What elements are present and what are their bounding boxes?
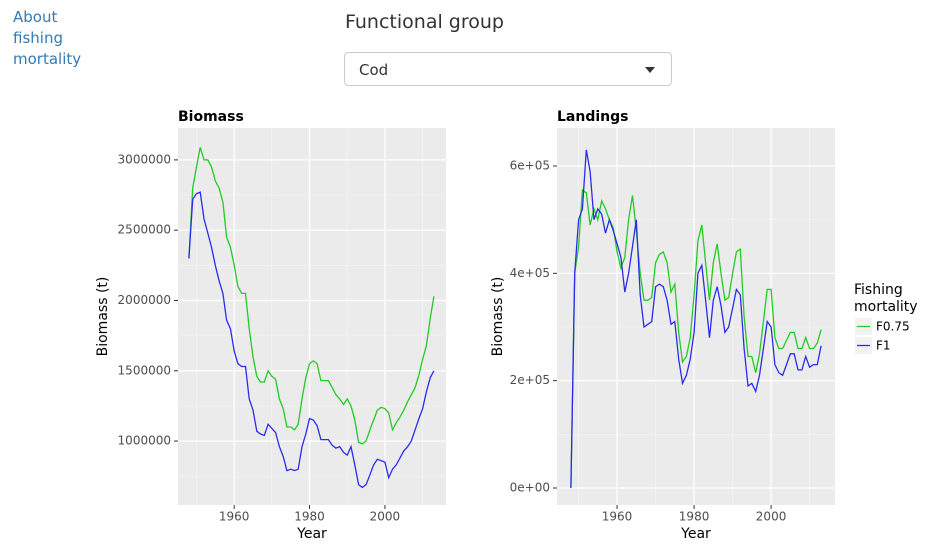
series-line	[570, 188, 822, 489]
control-label: Functional group	[345, 11, 504, 33]
x-axis-label: Year	[680, 526, 711, 542]
x-tick-label: 1960	[219, 510, 250, 524]
y-tick-label: 2500000	[118, 223, 171, 237]
x-tick-label: 1960	[602, 510, 633, 524]
y-tick-label: 6e+05	[510, 158, 550, 172]
x-tick-label: 2000	[370, 510, 401, 524]
y-axis-label: Biomass (t)	[95, 277, 111, 357]
y-axis-label: Biomass (t)	[490, 277, 506, 357]
x-tick-label: 1980	[294, 510, 325, 524]
y-tick-label: 0e+00	[510, 480, 550, 494]
series-line	[570, 149, 822, 489]
caret	[645, 67, 655, 73]
legend-label: F1	[876, 339, 891, 353]
y-tick-label: 2000000	[118, 293, 171, 307]
y-tick-label: 2e+05	[510, 373, 550, 387]
series-line	[188, 147, 435, 445]
x-tick-label: 2000	[756, 510, 787, 524]
nav-link[interactable]: About fishing mortality	[13, 8, 82, 68]
y-tick-label: 1000000	[118, 434, 171, 448]
y-tick-label: 3000000	[118, 152, 171, 166]
legend-title: Fishing mortality	[854, 282, 918, 315]
select[interactable]: Cod	[344, 52, 672, 86]
x-axis-label: Year	[296, 526, 327, 542]
select-value: Cod	[359, 61, 389, 79]
y-tick-label: 4e+05	[510, 266, 550, 280]
series-line	[188, 191, 435, 489]
chart-title: Landings	[557, 109, 628, 125]
panel	[178, 128, 446, 505]
y-tick-label: 1500000	[118, 363, 171, 377]
legend-label: F0.75	[876, 320, 910, 334]
chart-title: Biomass	[178, 109, 244, 125]
x-tick-label: 1980	[679, 510, 710, 524]
panel	[557, 128, 835, 505]
